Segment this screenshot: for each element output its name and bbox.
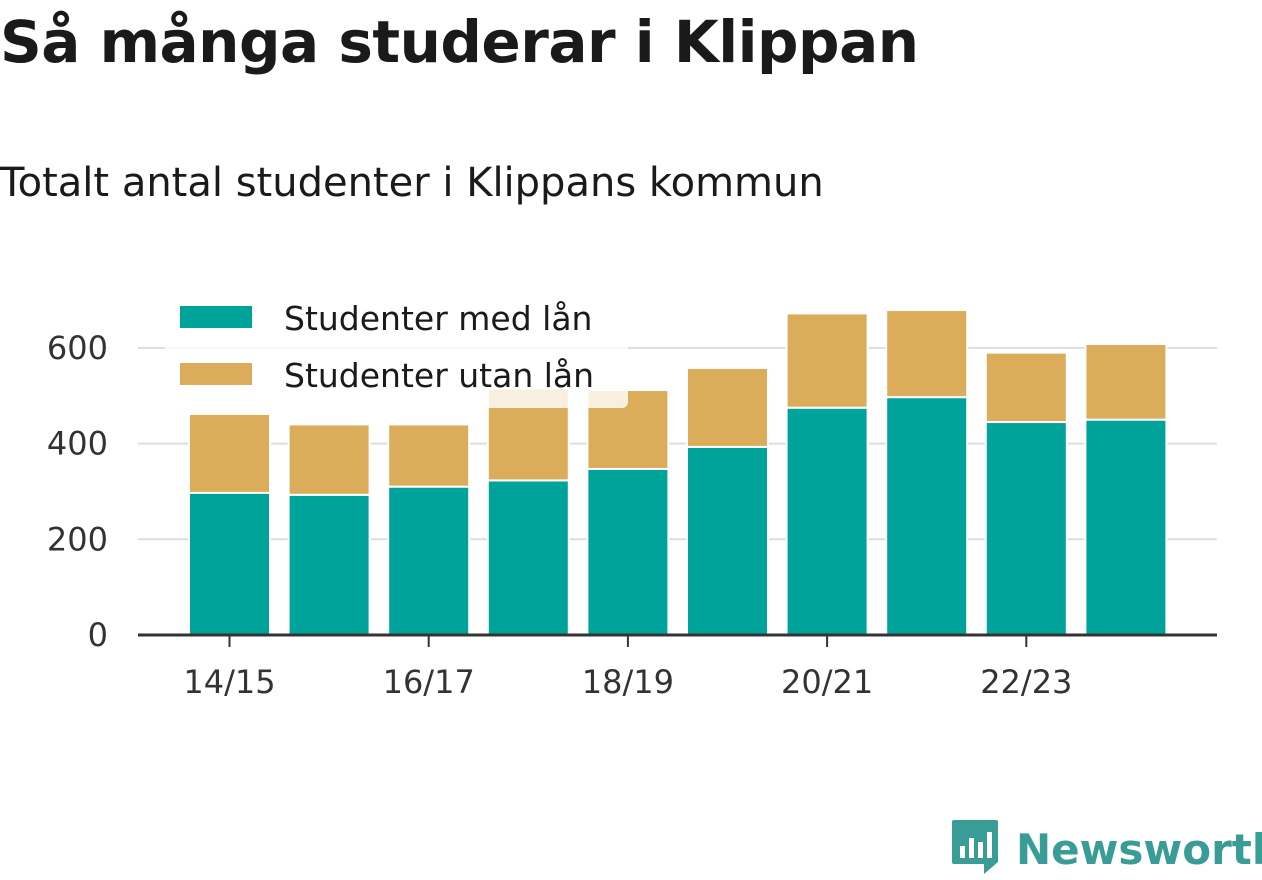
- legend-swatch-without-loan: [180, 363, 252, 385]
- legend: Studenter med lån Studenter utan lån: [165, 290, 628, 408]
- newsworthy-logo: Newsworthy: [950, 818, 1262, 880]
- legend-background: [165, 290, 628, 408]
- bar-with-loan: [686, 445, 769, 636]
- bar-without-loan: [984, 351, 1068, 424]
- bar-with-loan: [785, 406, 869, 636]
- y-tick-label: 600: [47, 329, 108, 367]
- bar-without-loan: [885, 309, 969, 399]
- legend-swatch-with-loan: [180, 306, 252, 328]
- bar-without-loan: [387, 423, 471, 488]
- y-tick-label: 400: [47, 425, 108, 463]
- x-tick-label: 20/21: [781, 663, 873, 701]
- bar-with-loan: [984, 421, 1068, 636]
- x-tick-label: 22/23: [980, 663, 1072, 701]
- bar-without-loan: [686, 366, 769, 448]
- x-tick-label: 16/17: [383, 663, 475, 701]
- bars: [188, 309, 1168, 636]
- chart-title: Så många studerar i Klippan: [0, 8, 919, 76]
- axes: 0 200 400 600 14/15 16/17 18/19 20/21 22/23: [47, 329, 1217, 701]
- x-tick-label: 14/15: [183, 663, 275, 701]
- bar-with-loan: [387, 485, 471, 636]
- brand-name: Newsworthy: [1016, 824, 1262, 874]
- bar-without-loan: [287, 423, 371, 496]
- bar-without-loan: [188, 412, 271, 494]
- legend-label-without-loan: Studenter utan lån: [284, 356, 594, 395]
- bar-without-loan: [785, 312, 869, 409]
- y-tick-label: 200: [47, 520, 108, 558]
- bar-with-loan: [287, 493, 371, 636]
- bar-with-loan: [486, 479, 570, 636]
- bar-chart-icon: [952, 820, 998, 874]
- bar-with-loan: [1084, 418, 1168, 636]
- bar-with-loan: [885, 396, 969, 636]
- legend-label-with-loan: Studenter med lån: [284, 299, 592, 338]
- x-tick-label: 18/19: [582, 663, 674, 701]
- bar-with-loan: [586, 467, 670, 636]
- bar-with-loan: [188, 491, 271, 636]
- bar-without-loan: [1084, 343, 1168, 421]
- y-tick-label: 0: [88, 616, 108, 654]
- chart-subtitle: Totalt antal studenter i Klippans kommun: [0, 160, 824, 206]
